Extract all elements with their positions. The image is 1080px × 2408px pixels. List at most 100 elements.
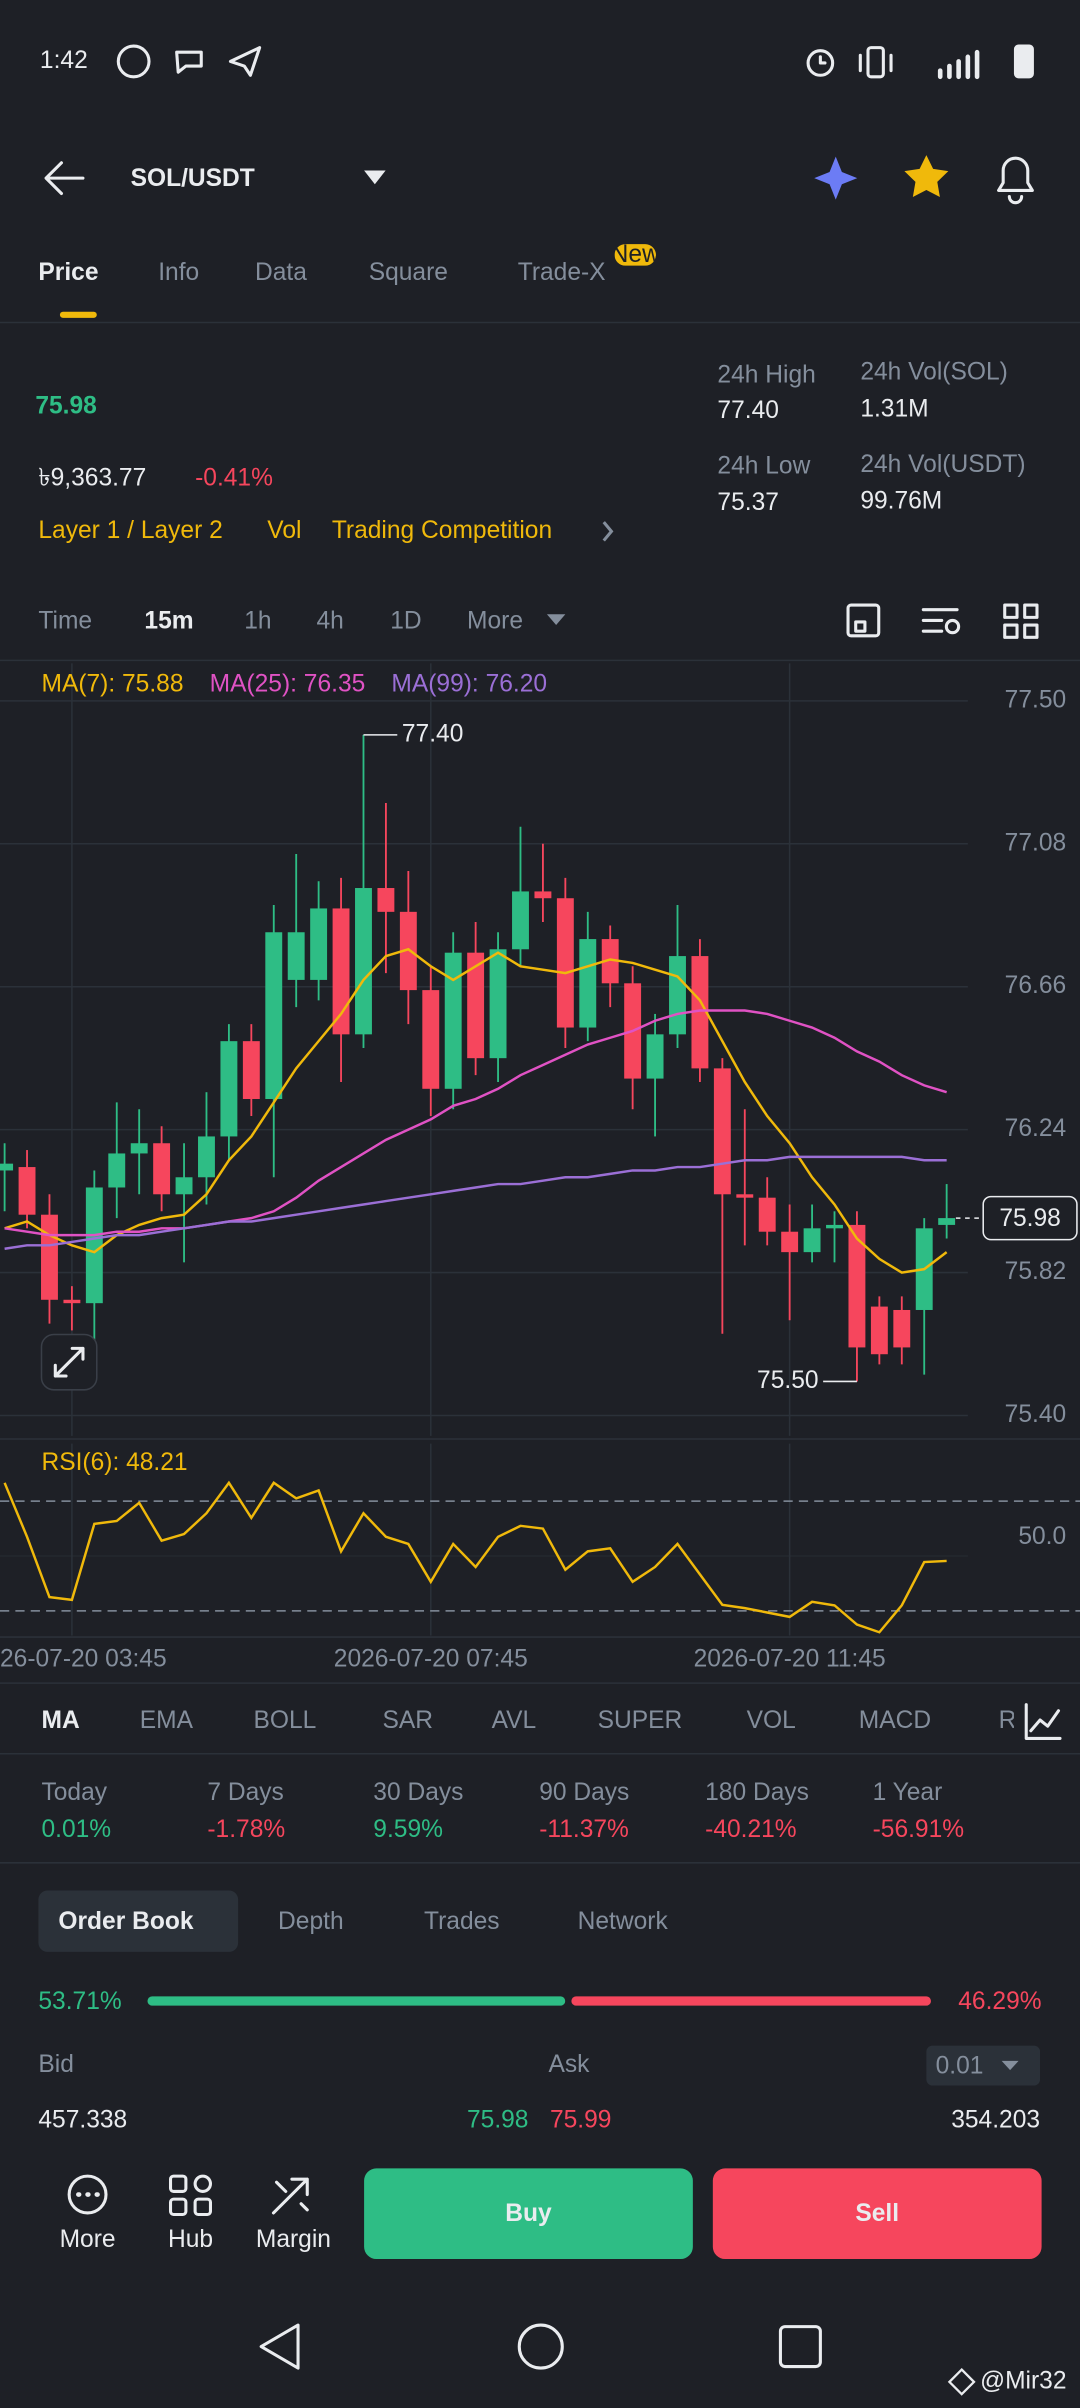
legend-entry: MA(7): 75.88 — [41, 670, 183, 697]
sell-label: Sell — [855, 2200, 899, 2227]
candle-body — [601, 939, 619, 984]
tag[interactable]: Vol — [267, 517, 301, 544]
tab[interactable]: Info — [158, 259, 199, 286]
stat-label: 24h Vol(SOL) — [860, 359, 1007, 386]
x-tick-label: 2026-07-20 11:45 — [694, 1646, 886, 1673]
indicator[interactable]: AVL — [492, 1707, 537, 1734]
ask-qty: 354.203 — [951, 2106, 1040, 2133]
period-label: 30 Days — [373, 1779, 463, 1806]
indicator[interactable]: SUPER — [598, 1707, 683, 1734]
interval[interactable]: Time — [38, 607, 92, 634]
tab[interactable]: Square — [369, 259, 448, 286]
candle-body — [713, 1068, 731, 1195]
chart-tools[interactable] — [846, 603, 1039, 639]
pair-dropdown[interactable] — [364, 170, 386, 185]
tab[interactable]: Trade-X — [518, 259, 606, 286]
indicator[interactable]: EMA — [140, 1707, 194, 1734]
back-button[interactable] — [44, 161, 85, 196]
period-change: -11.37% — [539, 1816, 629, 1843]
candle-body — [377, 888, 395, 912]
candle-body — [669, 956, 686, 1035]
indicator[interactable]: MACD — [859, 1707, 931, 1734]
favorite-button[interactable] — [904, 155, 949, 198]
candle-body — [826, 1224, 843, 1229]
buy-button[interactable] — [364, 2168, 693, 2260]
candle-body — [534, 891, 552, 899]
precision-select[interactable] — [926, 2045, 1041, 2086]
watermark-icon — [947, 2367, 976, 2396]
tag[interactable]: Trading Competition — [332, 517, 552, 544]
bid-qty: 457.338 — [38, 2106, 127, 2133]
tab-pill — [38, 1890, 239, 1952]
indicator[interactable]: BOLL — [253, 1707, 316, 1734]
candle-body — [198, 1136, 215, 1178]
sell-button[interactable] — [712, 2168, 1042, 2260]
pair-title[interactable]: SOL/USDT — [131, 165, 255, 192]
status-time: 1:42 — [40, 47, 88, 74]
candle-body — [848, 1224, 866, 1348]
indicator-settings[interactable] — [1024, 1703, 1062, 1740]
interval[interactable]: 1D — [390, 607, 421, 634]
tab[interactable]: Data — [255, 259, 307, 286]
period-label: 180 Days — [705, 1779, 809, 1806]
candle-body — [63, 1299, 81, 1304]
indicator[interactable]: MA — [41, 1707, 79, 1734]
candle-body — [736, 1194, 754, 1198]
candle-body — [332, 908, 350, 1035]
candle-body — [175, 1177, 193, 1195]
action-label[interactable]: Hub — [168, 2226, 213, 2253]
candle-body — [153, 1143, 171, 1195]
stat-label: 24h Vol(USDT) — [860, 451, 1025, 478]
interval[interactable]: 1h — [244, 607, 271, 634]
interval[interactable]: More — [467, 607, 523, 634]
period-change: 9.59% — [373, 1816, 443, 1843]
tab[interactable]: Price — [38, 259, 98, 286]
nav-bar[interactable] — [259, 2323, 822, 2370]
action-label[interactable]: More — [60, 2226, 116, 2253]
indicator[interactable]: VOL — [747, 1707, 796, 1734]
badge-text: New — [611, 241, 660, 268]
stat-value: 1.31M — [860, 396, 928, 423]
ma-line — [4, 1009, 948, 1237]
y-tick-label: 76.66 — [1005, 972, 1066, 999]
period-change: 0.01% — [41, 1816, 111, 1843]
book-tab[interactable]: Network — [578, 1908, 669, 1935]
indicator-line — [3, 1480, 947, 1634]
interval[interactable]: 15m — [144, 607, 193, 634]
interval[interactable]: 4h — [316, 607, 343, 634]
period-change: -1.78% — [207, 1816, 285, 1843]
ma-line — [4, 1155, 947, 1250]
ask-label: Ask — [548, 2051, 590, 2078]
current-price-label: 75.98 — [999, 1205, 1060, 1232]
annotation-label: 77.40 — [402, 720, 463, 747]
action-label[interactable]: Margin — [256, 2226, 331, 2253]
candle-body — [870, 1306, 888, 1355]
indicator[interactable]: R — [999, 1707, 1017, 1734]
ask-price: 75.99 — [550, 2106, 611, 2133]
candle-body — [310, 908, 328, 980]
status-icons — [116, 44, 1034, 80]
candle-body — [938, 1218, 956, 1225]
candle-body — [0, 1163, 14, 1171]
period-label: Today — [41, 1779, 107, 1806]
ai-button[interactable] — [814, 156, 858, 200]
period-change: -56.91% — [873, 1816, 965, 1843]
candle-body — [556, 898, 574, 1028]
stat-label: 24h Low — [717, 452, 810, 479]
ma-line — [4, 947, 948, 1274]
alert-button[interactable] — [997, 156, 1034, 205]
stat-value: 99.76M — [860, 488, 942, 515]
candle-body — [130, 1143, 148, 1154]
tag[interactable]: Layer 1 / Layer 2 — [38, 517, 222, 544]
period-label: 1 Year — [873, 1779, 943, 1806]
book-tab[interactable]: Trades — [424, 1908, 500, 1935]
book-tab[interactable]: Depth — [278, 1908, 344, 1935]
legend-entry: RSI(6): 48.21 — [41, 1449, 187, 1476]
chevron — [602, 521, 614, 542]
stat-label: 24h High — [717, 362, 815, 389]
indicator[interactable]: SAR — [383, 1707, 434, 1734]
candle-body — [691, 956, 709, 1069]
candle-body — [444, 952, 462, 1089]
book-tab[interactable]: Order Book — [58, 1908, 193, 1935]
